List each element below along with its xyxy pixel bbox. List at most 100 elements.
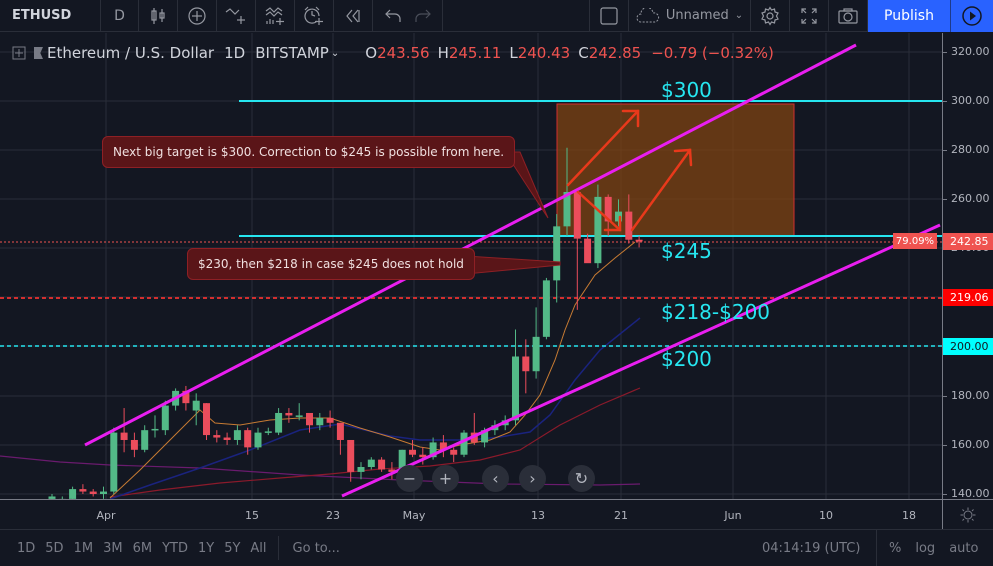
fullscreen-button[interactable] [790, 0, 829, 32]
ma-50-blue [109, 317, 641, 499]
level-219-badge: 219.06 [943, 289, 993, 306]
candles [48, 147, 643, 499]
label-300[interactable]: $300 [661, 78, 712, 102]
gear-icon [761, 5, 779, 26]
range-6m-button[interactable]: 6M [132, 540, 153, 556]
alert-icon [304, 6, 323, 25]
candle-body [141, 430, 149, 450]
chart-type-button[interactable] [139, 0, 178, 32]
auto-scale-toggle[interactable]: auto [949, 541, 979, 556]
candle-body [182, 390, 190, 404]
undo-icon[interactable] [384, 7, 402, 25]
percent-scale-toggle[interactable]: % [889, 541, 902, 556]
candle-body [460, 432, 468, 455]
candle-body [89, 491, 97, 495]
candle-body [553, 226, 561, 281]
candle-body [223, 437, 231, 440]
candle-body [625, 211, 633, 240]
candle-body [604, 196, 612, 222]
candle-body [336, 422, 344, 440]
indicators-button[interactable] [217, 0, 256, 32]
snapshot-button[interactable] [829, 0, 868, 32]
scroll-right-button[interactable]: › [519, 465, 546, 492]
financials-button[interactable] [256, 0, 295, 32]
close-label: C [578, 44, 589, 62]
candle-body [419, 454, 427, 458]
fullscreen-icon [801, 7, 817, 24]
projection-arrows [566, 109, 693, 232]
price-chart[interactable] [0, 33, 942, 499]
candle-body [161, 405, 169, 431]
scroll-left-button[interactable]: ‹ [482, 465, 509, 492]
range-all-button[interactable]: All [250, 540, 267, 556]
flag-icon[interactable] [34, 47, 43, 59]
price-label: 260.00 [951, 192, 990, 205]
play-button[interactable] [951, 0, 993, 32]
ma-long-purple [0, 455, 641, 486]
open-label: O [365, 44, 378, 62]
replay-button[interactable] [334, 0, 373, 32]
range-1d-button[interactable]: 1D [17, 540, 36, 556]
camera-icon [838, 7, 858, 24]
time-label: 10 [819, 509, 833, 522]
candle-body [285, 412, 293, 416]
layout-name-dropdown[interactable]: Unnamed ⌄ [629, 0, 751, 32]
candle-body [398, 449, 406, 472]
symbol-title[interactable]: Ethereum / U.S. Dollar [47, 44, 215, 62]
undo-redo-group [373, 0, 443, 32]
chevron-down-icon[interactable]: ⌄ [330, 47, 340, 59]
compare-plus-icon [188, 6, 206, 25]
candle-body [573, 191, 581, 239]
top-toolbar: ETHUSD D Unnamed ⌄ [0, 0, 993, 32]
axis-settings-button[interactable] [942, 499, 993, 529]
candle-body [481, 430, 489, 443]
price-label: 280.00 [951, 143, 990, 156]
price-axis[interactable]: 320.00 300.00 280.00 260.00 240.00 180.0… [942, 33, 993, 500]
redo-icon[interactable] [414, 7, 432, 25]
range-1m-button[interactable]: 1M [73, 540, 94, 556]
range-5d-button[interactable]: 5D [45, 540, 64, 556]
callout-note-support-230[interactable]: $230, then $218 in case $245 does not ho… [187, 248, 475, 280]
price-label: 160.00 [951, 438, 990, 451]
label-200[interactable]: $200 [661, 347, 712, 371]
candle-body [192, 400, 200, 411]
candle-body [233, 430, 241, 440]
zoom-in-button[interactable]: + [432, 465, 459, 492]
last-price-badge: 242.85 [943, 233, 993, 250]
low-value: 240.43 [517, 44, 571, 62]
select-button[interactable] [590, 0, 629, 32]
candle-body [512, 356, 519, 421]
callout-note-target-300[interactable]: Next big target is $300. Correction to $… [102, 136, 516, 168]
utc-clock[interactable]: 04:14:19 (UTC) [762, 541, 861, 556]
range-5y-button[interactable]: 5Y [224, 540, 241, 556]
candle-body [100, 491, 107, 495]
interval-button[interactable]: D [101, 0, 139, 32]
time-axis[interactable]: Apr 15 23 May 13 21 Jun 10 18 [0, 499, 942, 529]
log-scale-toggle[interactable]: log [915, 541, 936, 556]
candle-body [295, 415, 303, 417]
settings-button[interactable] [751, 0, 790, 32]
sun-settings-icon [960, 507, 976, 522]
symbol-search-button[interactable]: ETHUSD [0, 0, 101, 32]
range-1y-button[interactable]: 1Y [197, 540, 215, 556]
reset-chart-button[interactable]: ↻ [568, 465, 595, 492]
range-3m-button[interactable]: 3M [103, 540, 123, 556]
legend-interval: 1D [224, 44, 246, 62]
bottom-toolbar: 1D 5D 1M 3M 6M YTD 1Y 5Y All Go to... 04… [0, 529, 993, 566]
legend-exchange[interactable]: BITSTAMP [255, 44, 329, 62]
close-value: 242.85 [588, 44, 642, 62]
goto-date-button[interactable]: Go to... [277, 536, 340, 560]
candle-body [357, 466, 365, 472]
candle-body [594, 196, 602, 264]
label-218-200[interactable]: $218-$200 [661, 300, 771, 324]
alert-button[interactable] [295, 0, 334, 32]
range-ytd-button[interactable]: YTD [162, 540, 188, 556]
percent-badge: 79.09% [893, 233, 937, 249]
label-245[interactable]: $245 [661, 239, 712, 263]
zoom-out-button[interactable]: − [396, 465, 423, 492]
expand-plus-icon[interactable] [12, 46, 26, 60]
low-label: L [509, 44, 518, 62]
compare-button[interactable] [178, 0, 217, 32]
candle-body [563, 191, 571, 227]
publish-button[interactable]: Publish [868, 0, 951, 32]
